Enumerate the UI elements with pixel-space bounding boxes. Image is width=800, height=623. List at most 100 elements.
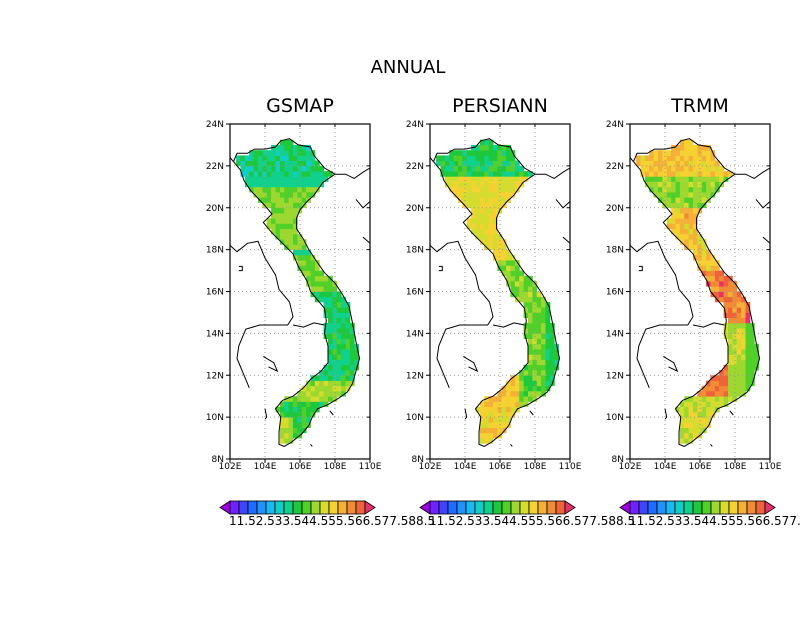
precip-cell: [728, 354, 733, 360]
precip-cell: [493, 422, 498, 428]
precip-cell: [484, 192, 489, 198]
precip-cell: [732, 328, 738, 334]
precip-cell: [328, 338, 333, 345]
precip-cell: [488, 244, 494, 250]
precip-cell: [519, 275, 524, 282]
precip-cell: [332, 364, 338, 371]
precip-cell: [514, 275, 520, 282]
precip-cell: [728, 317, 733, 324]
precip-cell: [749, 375, 755, 381]
precip-cell: [644, 171, 650, 177]
precip-cell: [493, 239, 498, 245]
colorbar-swatch: [710, 500, 721, 515]
precip-cell: [319, 391, 324, 397]
island-outline: [264, 408, 268, 420]
precip-cell: [301, 181, 307, 188]
precip-cell: [301, 186, 307, 193]
precip-cell: [332, 296, 338, 303]
precip-cell: [745, 333, 751, 339]
precip-cell: [506, 160, 511, 167]
precip-cell: [240, 160, 246, 167]
precip-cell: [741, 307, 746, 313]
precip-cell: [649, 181, 654, 188]
precip-cell: [493, 249, 498, 256]
precip-cell: [497, 254, 503, 261]
precip-cell: [684, 171, 689, 177]
precip-cell: [697, 422, 703, 428]
precip-cell: [532, 343, 538, 350]
precip-cell: [493, 244, 498, 250]
precip-cell: [479, 432, 485, 439]
precip-cell: [275, 165, 281, 172]
precip-cell: [484, 144, 489, 151]
precip-cell: [745, 375, 751, 381]
colorbar-swatch: [537, 500, 548, 515]
precip-cell: [314, 391, 320, 397]
precip-cell: [736, 296, 742, 303]
precip-cell: [506, 150, 511, 156]
precip-cell: [293, 171, 298, 177]
precip-cell: [253, 150, 259, 156]
precip-cell: [514, 375, 520, 381]
precip-cell: [697, 406, 703, 413]
precip-cell: [493, 144, 498, 151]
precip-cell: [671, 197, 676, 203]
precip-cell: [306, 275, 311, 282]
precip-cell: [706, 150, 711, 156]
precip-cell: [497, 422, 503, 428]
precip-cell: [275, 223, 281, 230]
lat-tick-label: 18N: [406, 246, 424, 256]
precip-cell: [706, 155, 711, 161]
precip-cell: [528, 312, 533, 318]
colorbar-swatch: [692, 500, 703, 515]
precip-cell: [275, 207, 281, 214]
precip-cell: [310, 265, 316, 271]
precip-cell: [466, 181, 472, 188]
precip-cell: [749, 338, 755, 345]
precip-cell: [493, 202, 498, 209]
precip-cell: [488, 207, 494, 214]
precip-cell: [671, 165, 676, 172]
precip-cell: [649, 155, 654, 161]
precip-cell: [293, 186, 298, 193]
precip-cell: [271, 192, 276, 198]
precip-cell: [666, 181, 672, 188]
precip-cell: [488, 438, 494, 444]
precip-cell: [693, 160, 698, 167]
precip-cell: [723, 396, 729, 402]
precip-cell: [536, 364, 542, 371]
precip-cell: [728, 364, 733, 371]
precip-cell: [328, 291, 333, 298]
precip-cell: [710, 254, 716, 261]
precip-cell: [671, 223, 676, 230]
precip-cell: [679, 401, 685, 407]
precip-cell: [701, 165, 707, 172]
precip-cell: [310, 275, 316, 282]
precip-cell: [275, 160, 281, 167]
precip-cell: [732, 286, 738, 292]
precip-cell: [754, 349, 759, 355]
precip-cell: [271, 186, 276, 193]
precip-cell: [701, 239, 707, 245]
precip-cell: [301, 249, 307, 256]
precip-cell: [745, 354, 751, 360]
precip-cell: [649, 150, 654, 156]
precip-cell: [536, 317, 542, 324]
precip-cell: [706, 275, 711, 282]
precip-cell: [271, 165, 276, 172]
precip-cell: [741, 364, 746, 371]
precip-cell: [501, 391, 507, 397]
precip-cell: [732, 307, 738, 313]
precip-cell: [319, 385, 324, 392]
precip-cell: [271, 155, 276, 161]
precip-cell: [688, 438, 694, 444]
precip-cell: [314, 275, 320, 282]
precip-cell: [497, 186, 503, 193]
precip-cell: [306, 171, 311, 177]
precip-cell: [488, 422, 494, 428]
precip-cell: [675, 192, 681, 198]
precip-cell: [736, 391, 742, 397]
precip-cell: [523, 375, 529, 381]
precip-cell: [310, 385, 316, 392]
precip-cell: [514, 385, 520, 392]
